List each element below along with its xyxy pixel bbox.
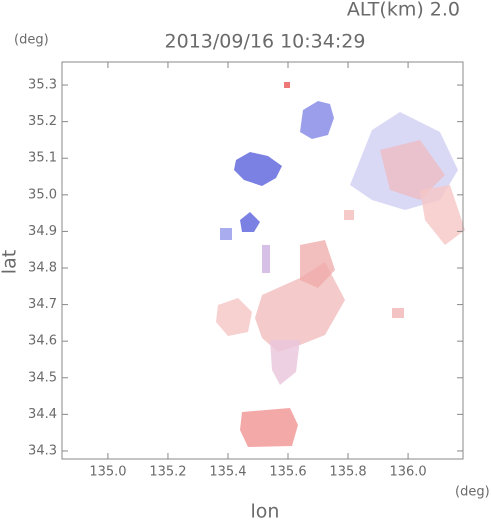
- echo-patch: [300, 240, 335, 288]
- y-tick-label: 34.4: [28, 407, 57, 422]
- y-tick-label: 35.0: [28, 187, 57, 202]
- echo-patches: [216, 82, 465, 447]
- echo-patch: [344, 210, 354, 220]
- echo-patch: [380, 140, 445, 200]
- y-tick-label: 34.7: [28, 297, 57, 312]
- y-tick-label: 34.3: [28, 443, 57, 458]
- echo-patch: [240, 212, 260, 232]
- x-tick-label: 135.6: [269, 465, 306, 480]
- altitude-label: ALT(km) 2.0: [347, 0, 460, 21]
- x-tick-label: 135.0: [89, 465, 126, 480]
- y-unit: (deg): [14, 33, 49, 48]
- y-tick-label: 35.3: [28, 78, 57, 93]
- echo-patch: [284, 82, 290, 88]
- y-tick-label: 35.2: [28, 114, 57, 129]
- y-tick-label: 34.6: [28, 334, 57, 349]
- y-tick-label: 34.9: [28, 224, 57, 239]
- y-tick-label: 35.1: [28, 151, 57, 166]
- x-unit: (deg): [455, 485, 490, 500]
- echo-patch: [255, 262, 345, 352]
- echo-patch: [220, 228, 232, 240]
- echo-patch: [300, 101, 334, 139]
- echo-patch: [420, 185, 465, 245]
- echo-patch: [234, 152, 282, 186]
- echo-patch: [392, 308, 404, 318]
- y-tick-label: 34.8: [28, 261, 57, 276]
- x-tick-label: 135.8: [329, 465, 366, 480]
- y-axis-label: lat: [0, 250, 21, 274]
- y-tick-label: 34.5: [28, 370, 57, 385]
- echo-patch: [240, 408, 298, 447]
- echo-patch: [216, 298, 252, 336]
- x-tick-label: 135.4: [209, 465, 246, 480]
- x-tick-label: 135.2: [149, 465, 186, 480]
- echo-patch: [270, 340, 300, 385]
- chart-title: 2013/09/16 10:34:29: [165, 31, 366, 53]
- x-axis-label: lon: [251, 501, 280, 521]
- echo-patch: [262, 245, 270, 273]
- x-tick-label: 136.0: [389, 465, 426, 480]
- plot-frame: [61, 61, 464, 460]
